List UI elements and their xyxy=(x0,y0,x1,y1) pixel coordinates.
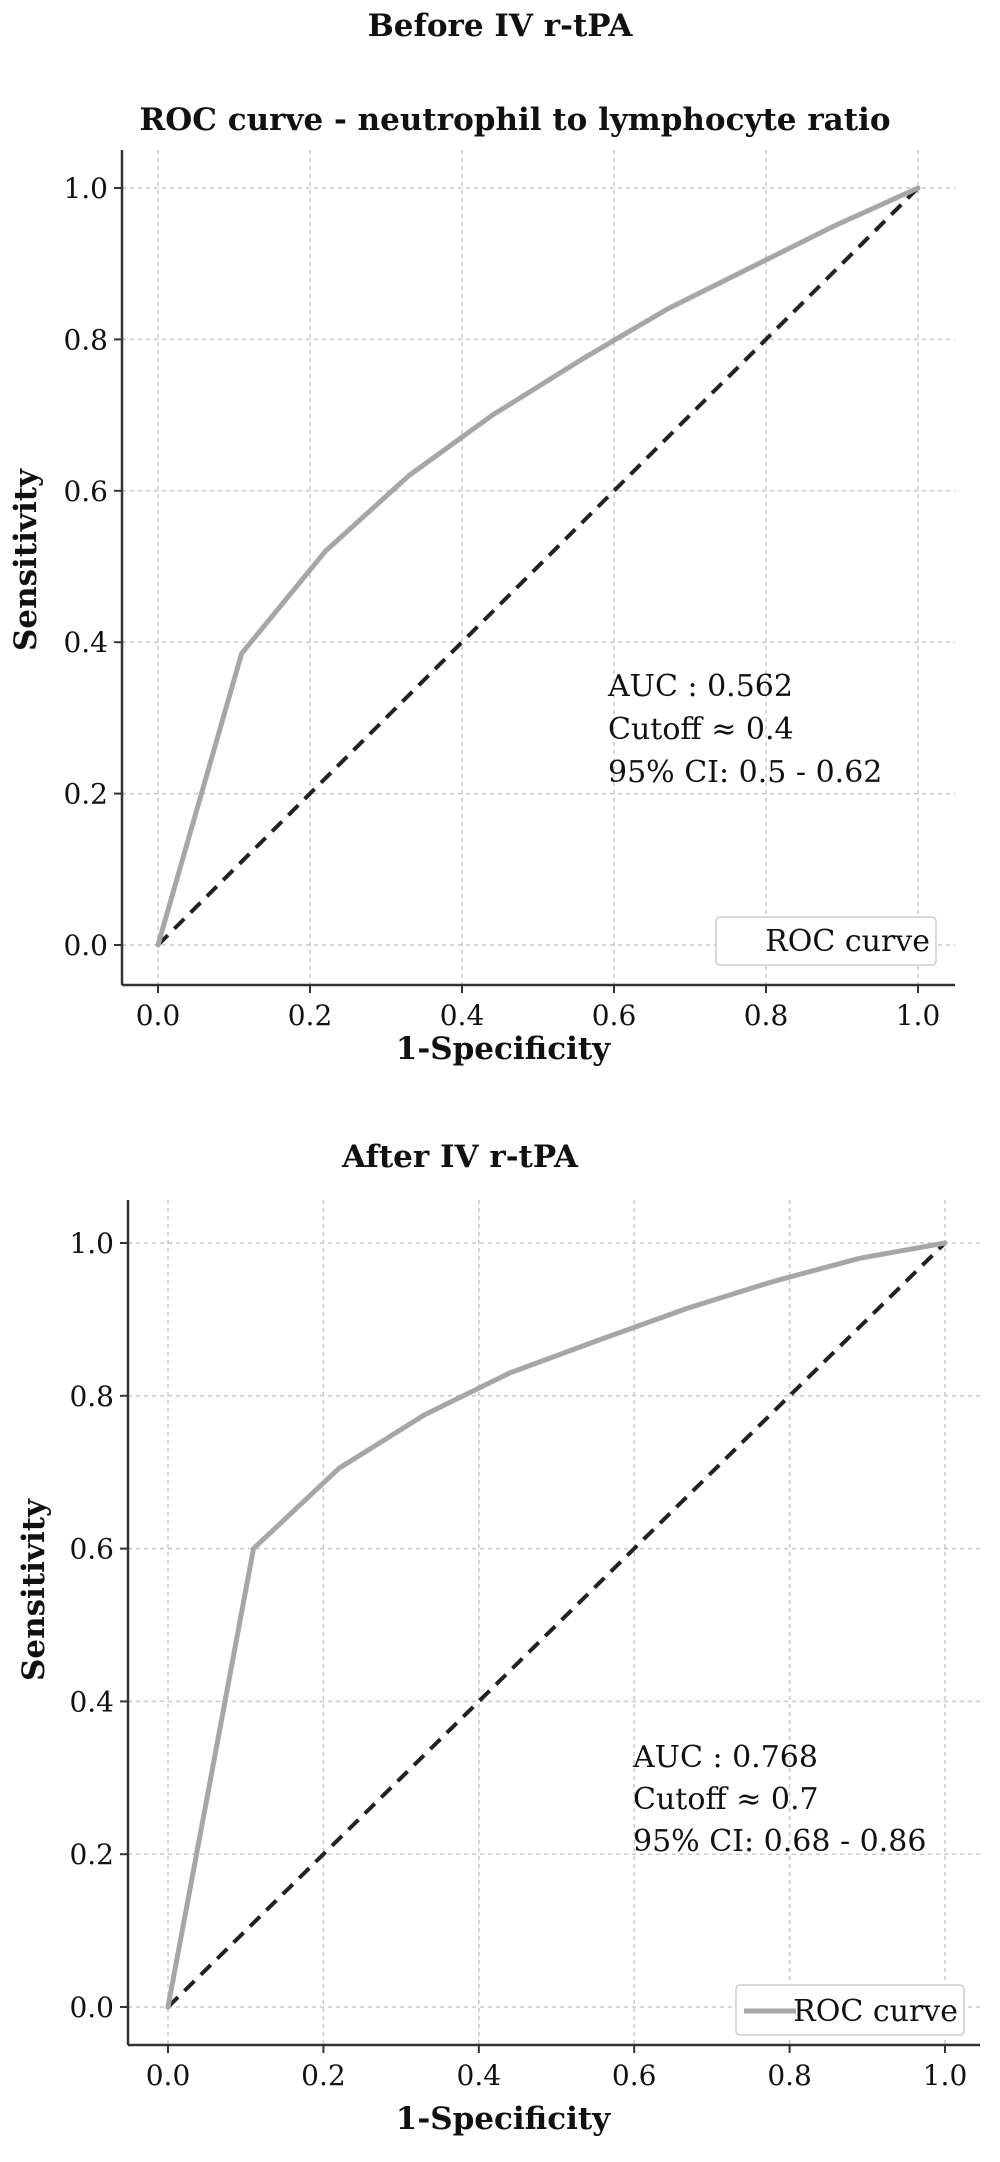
chart-1-title: ROC curve - neutrophil to lymphocyte rat… xyxy=(139,102,890,138)
chart-2-diagonal-reference-line xyxy=(166,1241,947,2009)
chart-2-legend-box xyxy=(735,1984,965,2036)
chart-1-annotation-auc: AUC : 0.562 xyxy=(607,669,793,704)
chart-2-y-tick-1: 0.2 xyxy=(69,1838,114,1871)
chart-2-x-ticks: 0.0 0.2 0.4 0.6 0.8 1.0 xyxy=(146,2045,968,2092)
chart-2-y-tick-0: 0.0 xyxy=(69,1991,114,2024)
chart-1-axes xyxy=(120,150,955,987)
chart-1-legend-box xyxy=(715,916,937,966)
chart-2-x-tick-0: 0.0 xyxy=(146,2059,191,2092)
chart-1-y-tick-3: 0.6 xyxy=(63,475,108,508)
chart-1-x-tick-5: 1.0 xyxy=(896,999,941,1032)
chart-1-y-tick-4: 0.8 xyxy=(63,323,108,356)
chart-1-y-tick-1: 0.2 xyxy=(63,778,108,811)
chart-1-x-tick-3: 0.6 xyxy=(592,999,637,1032)
chart-1-y-tick-0: 0.0 xyxy=(63,929,108,962)
chart-1-y-ticks: 0.0 0.2 0.4 0.6 0.8 1.0 xyxy=(63,172,122,962)
chart-2-title: After IV r-tPA xyxy=(341,1139,579,1175)
chart-2-annotation-ci: 95% CI: 0.68 - 0.86 xyxy=(633,1824,926,1859)
chart-2-annotation-auc: AUC : 0.768 xyxy=(632,1740,818,1775)
chart-1-x-tick-0: 0.0 xyxy=(136,999,181,1032)
chart-1-series xyxy=(155,185,921,948)
chart-1-diagonal-reference-line xyxy=(156,186,920,947)
chart-2: After IV r-tPA 0.0 0.2 0.4 0.6 0.8 1.0 0.0 0.2… xyxy=(16,1139,980,2137)
chart-2-annotation-cutoff: Cutoff ≈ 0.7 xyxy=(633,1782,819,1817)
chart-2-y-tick-4: 0.8 xyxy=(69,1380,114,1413)
chart-2-x-tick-2: 0.4 xyxy=(457,2059,502,2092)
chart-2-x-axis-label: 1-Specificity xyxy=(396,2101,611,2137)
chart-2-axes xyxy=(126,1200,980,2047)
chart-1-x-tick-2: 0.4 xyxy=(440,999,485,1032)
chart-1-roc-curve-line xyxy=(155,185,921,948)
chart-1-x-tick-1: 0.2 xyxy=(288,999,333,1032)
chart-1-y-tick-2: 0.4 xyxy=(63,626,108,659)
chart-1-legend: ROC curve xyxy=(715,916,937,966)
chart-1-legend-label: ROC curve xyxy=(765,924,930,959)
chart-1-annotation-ci: 95% CI: 0.5 - 0.62 xyxy=(608,755,882,790)
chart-2-legend-label: ROC curve xyxy=(793,1994,958,2029)
chart-2-roc-curve-line xyxy=(165,1240,948,2010)
chart-2-y-tick-5: 1.0 xyxy=(69,1227,114,1260)
chart-1-y-axis-label: Sensitivity xyxy=(8,468,44,651)
chart-1-y-tick-5: 1.0 xyxy=(63,172,108,205)
chart-2-legend: ROC curve xyxy=(735,1984,965,2036)
chart-2-x-tick-5: 1.0 xyxy=(923,2059,968,2092)
chart-2-series xyxy=(165,1240,948,2010)
chart-1-supertitle: Before IV r-tPA xyxy=(368,8,634,44)
chart-1-x-tick-4: 0.8 xyxy=(744,999,789,1032)
chart-1-x-axis-label: 1-Specificity xyxy=(396,1031,611,1067)
chart-2-x-tick-4: 0.8 xyxy=(767,2059,812,2092)
chart-2-gridlines xyxy=(128,1200,980,2045)
chart-1-gridlines xyxy=(122,150,955,985)
chart-2-x-tick-3: 0.6 xyxy=(612,2059,657,2092)
chart-2-y-tick-3: 0.6 xyxy=(69,1533,114,1566)
chart-1: Before IV r-tPA ROC curve - neutrophil t… xyxy=(8,8,955,1067)
chart-2-y-tick-2: 0.4 xyxy=(69,1685,114,1718)
chart-2-y-ticks: 0.0 0.2 0.4 0.6 0.8 1.0 xyxy=(69,1227,128,2024)
chart-1-x-ticks: 0.0 0.2 0.4 0.6 0.8 1.0 xyxy=(136,985,941,1032)
chart-2-y-axis-label: Sensitivity xyxy=(16,1498,52,1681)
chart-1-annotation-cutoff: Cutoff ≈ 0.4 xyxy=(608,712,794,747)
chart-2-x-tick-1: 0.2 xyxy=(301,2059,346,2092)
